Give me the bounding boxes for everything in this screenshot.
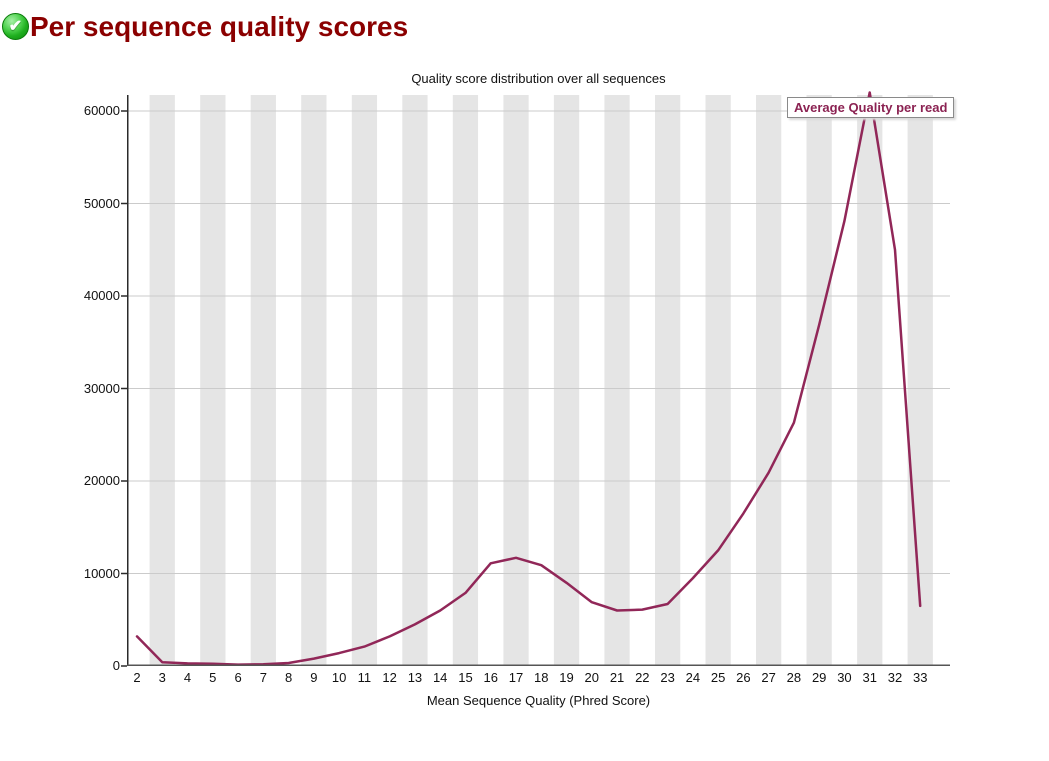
x-tick-label: 28	[786, 670, 802, 685]
x-tick-label: 32	[887, 670, 903, 685]
x-tick-label: 31	[862, 670, 877, 685]
pass-check-icon	[2, 13, 29, 40]
x-tick-label: 2	[133, 670, 141, 685]
x-tick-label: 13	[407, 670, 423, 685]
plot-canvas	[121, 91, 950, 667]
x-tick-label: 27	[761, 670, 776, 685]
x-tick-label: 29	[811, 670, 827, 685]
chart-title: Quality score distribution over all sequ…	[411, 71, 666, 86]
x-tick-label: 9	[310, 670, 318, 685]
x-tick-label: 16	[483, 670, 498, 685]
x-tick-label: 12	[382, 670, 397, 685]
x-tick-label: 4	[183, 670, 192, 685]
page-title: Per sequence quality scores	[30, 11, 409, 42]
x-tick-label: 25	[710, 670, 726, 685]
x-tick-label: 22	[635, 670, 650, 685]
x-tick-label: 15	[458, 670, 473, 685]
quality-distribution-plot	[121, 91, 950, 667]
y-tick-label: 0	[112, 658, 120, 673]
legend-label: Average Quality per read	[794, 100, 948, 115]
x-tick-label: 6	[234, 670, 242, 685]
x-tick-label: 17	[508, 670, 524, 685]
x-tick-label: 5	[209, 670, 217, 685]
x-tick-label: 23	[660, 670, 675, 685]
x-axis-title: Mean Sequence Quality (Phred Score)	[426, 693, 651, 708]
x-tick-label: 19	[559, 670, 574, 685]
y-tick-label: 20000	[83, 473, 120, 488]
y-tick-label: 40000	[83, 288, 120, 303]
y-tick-label: 10000	[83, 565, 120, 581]
y-tick-label: 60000	[83, 103, 120, 118]
x-tick-label: 26	[736, 670, 751, 685]
x-tick-label: 18	[534, 670, 549, 685]
x-tick-label: 21	[609, 670, 625, 685]
y-tick-label: 50000	[83, 195, 120, 211]
x-tick-label: 24	[685, 670, 701, 685]
x-tick-label: 8	[284, 670, 293, 685]
x-tick-label: 20	[584, 670, 600, 685]
x-tick-label: 30	[837, 670, 852, 685]
x-tick-label: 11	[357, 670, 372, 685]
section-header: Per sequence quality scores	[2, 11, 408, 43]
x-tick-label: 10	[331, 670, 347, 685]
x-tick-label: 33	[913, 670, 928, 685]
x-tick-label: 14	[432, 670, 448, 685]
x-tick-label: 7	[259, 670, 267, 685]
legend-box: Average Quality per read	[787, 97, 955, 118]
y-tick-label: 30000	[83, 380, 120, 396]
x-tick-label: 3	[158, 670, 166, 685]
